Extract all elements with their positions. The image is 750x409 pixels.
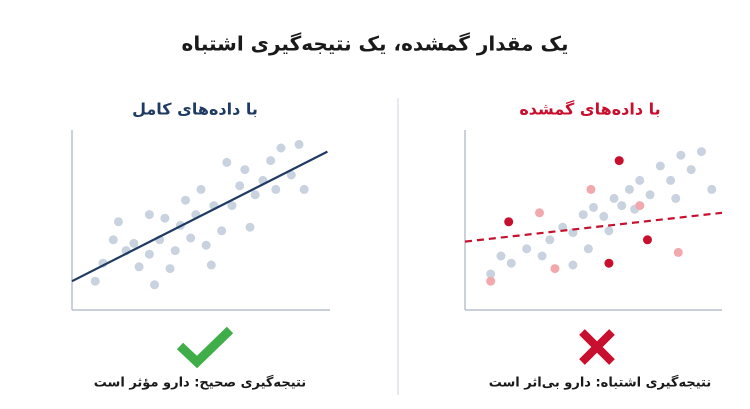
- point: [160, 213, 170, 223]
- point: [666, 175, 676, 185]
- point: [134, 262, 144, 272]
- point: [299, 184, 309, 194]
- point: [276, 143, 286, 153]
- point: [250, 190, 260, 200]
- point: [609, 193, 619, 203]
- point: [589, 202, 598, 212]
- point: [550, 264, 560, 274]
- point: [686, 165, 696, 175]
- point: [286, 170, 296, 180]
- point: [90, 276, 100, 286]
- point: [245, 222, 255, 232]
- point: [635, 175, 645, 185]
- point: [181, 195, 191, 205]
- point: [227, 201, 237, 211]
- panel-title: با داده‌های گمشده: [519, 100, 660, 119]
- point: [165, 264, 175, 274]
- caption: نتیجه‌گیری اشتباه: دارو بی‌اثر است: [489, 375, 711, 391]
- point: [645, 190, 655, 200]
- point: [129, 238, 139, 248]
- point: [144, 210, 154, 220]
- point: [676, 150, 686, 160]
- point: [150, 280, 160, 290]
- point: [486, 276, 496, 286]
- point: [655, 161, 665, 171]
- check-icon: [176, 326, 234, 369]
- point: [535, 208, 545, 218]
- main-title: یک مقدار گمشده، یک نتیجه‌گیری اشتباه: [182, 32, 569, 56]
- point: [707, 184, 717, 194]
- point: [196, 184, 206, 194]
- point: [604, 258, 614, 268]
- point: [186, 233, 196, 243]
- point: [545, 235, 555, 245]
- point: [599, 211, 609, 221]
- point: [583, 244, 593, 254]
- point: [144, 249, 154, 259]
- point: [496, 251, 506, 261]
- point: [170, 246, 180, 256]
- point: [240, 165, 250, 175]
- point: [624, 184, 634, 194]
- point: [235, 181, 245, 191]
- point: [201, 240, 211, 250]
- point: [696, 147, 706, 157]
- point: [617, 201, 627, 211]
- point: [294, 139, 304, 149]
- point: [506, 258, 516, 268]
- cross-icon: [579, 329, 615, 365]
- point: [504, 217, 514, 227]
- point: [108, 235, 118, 245]
- point: [222, 157, 232, 167]
- caption: نتیجه‌گیری صحیح: دارو مؤثر است: [94, 375, 306, 391]
- point: [671, 193, 681, 203]
- point: [578, 210, 588, 220]
- point: [271, 184, 281, 194]
- point: [568, 260, 578, 270]
- point: [522, 244, 532, 254]
- point: [537, 251, 547, 261]
- point: [586, 184, 596, 194]
- point: [266, 156, 276, 166]
- point: [206, 260, 216, 270]
- point: [642, 235, 652, 245]
- point: [604, 226, 614, 236]
- trend-line: [71, 150, 328, 283]
- point: [614, 156, 624, 166]
- point: [673, 247, 683, 257]
- point: [635, 201, 645, 211]
- panel-title: با داده‌های کامل: [132, 100, 258, 119]
- point: [113, 217, 123, 227]
- point: [486, 269, 496, 279]
- point: [217, 226, 227, 236]
